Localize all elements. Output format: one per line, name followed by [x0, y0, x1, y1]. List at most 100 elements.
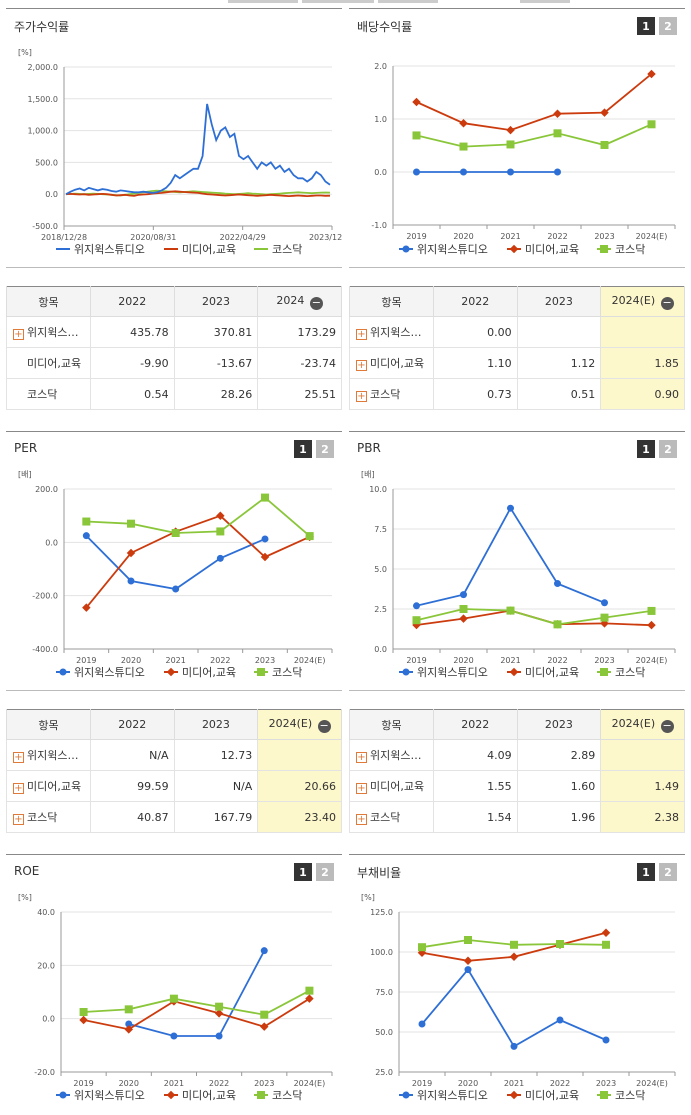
- table-row: + 위지윅스… 4.09 2.89: [349, 739, 685, 771]
- y-tick-label: 40.0: [37, 908, 55, 917]
- x-tick-label: 2021: [504, 1079, 524, 1088]
- col-header: 2024(E) −: [600, 286, 685, 317]
- expand-icon[interactable]: +: [13, 783, 24, 794]
- data-point: [464, 966, 472, 974]
- collapse-icon[interactable]: −: [309, 295, 323, 310]
- x-tick-label: 2022: [209, 1079, 229, 1088]
- legend-label: 위지윅스튜디오: [74, 1089, 145, 1102]
- unit-label: [%]: [361, 893, 375, 902]
- collapse-icon[interactable]: −: [660, 718, 674, 733]
- y-tick-label: 125.0: [370, 908, 393, 917]
- data-point: [600, 245, 608, 253]
- row-name: + 위지윅스…: [6, 316, 91, 348]
- view-2-button[interactable]: 2: [659, 863, 677, 881]
- view-2-button[interactable]: 2: [659, 17, 677, 35]
- y-tick-label: -20.0: [34, 1068, 55, 1077]
- view-toggle: 1 2: [294, 863, 334, 881]
- table-row: 미디어,교육 -9.90 -13.67 -23.74: [6, 347, 342, 379]
- col-header: 2024(E) −: [257, 709, 342, 740]
- data-point: [124, 1025, 133, 1034]
- expand-icon[interactable]: +: [13, 814, 24, 825]
- data-point: [257, 1091, 265, 1099]
- y-tick-label: 5.0: [374, 565, 387, 574]
- expand-icon[interactable]: +: [356, 360, 367, 371]
- row-name: + 미디어,교육: [349, 347, 434, 379]
- cell: 0.73: [432, 378, 518, 410]
- table-row: + 코스닥 40.87 167.79 23.40: [6, 801, 342, 833]
- data-point: [79, 1008, 88, 1016]
- y-tick-label: 0.0: [45, 538, 58, 547]
- cell: 435.78: [89, 316, 175, 348]
- x-tick-label: 2022: [210, 656, 230, 665]
- x-tick-label: 2021: [500, 656, 520, 665]
- data-point: [554, 580, 561, 588]
- series-line: [416, 608, 652, 626]
- data-point: [459, 142, 468, 151]
- debt-ratio-chart: [%] 125.0 100.0 75.0 50.0 25.0 2019 2020 2021 202…: [361, 893, 676, 1102]
- view-2-button[interactable]: 2: [316, 863, 334, 881]
- y-tick-label: -400.0: [32, 645, 58, 654]
- dividend-table: 항목 2022 2023 2024(E) − + 위지윅스… 0.00 + 미디어,…: [349, 286, 685, 410]
- y-tick-label: -500.0: [32, 222, 58, 231]
- data-point: [459, 118, 468, 128]
- data-point: [600, 613, 609, 622]
- expand-icon[interactable]: +: [356, 783, 367, 794]
- row-name: + 위지윅스…: [6, 739, 91, 771]
- data-point: [127, 577, 135, 585]
- collapse-icon[interactable]: −: [317, 718, 331, 733]
- table-row: + 위지윅스… 435.78 370.81 173.29: [6, 316, 342, 348]
- table-row: + 미디어,교육 1.10 1.12 1.85: [349, 347, 685, 379]
- data-point: [261, 535, 269, 543]
- row-label: 위지윅스…: [27, 326, 79, 339]
- legend-label: 코스닥: [272, 243, 302, 256]
- col-header: 2022: [432, 709, 518, 740]
- row-label: 미디어,교육: [370, 780, 425, 793]
- series-line: [128, 950, 266, 1037]
- data-point: [556, 1016, 564, 1024]
- view-1-button[interactable]: 1: [294, 863, 312, 881]
- col-header: 항목: [349, 709, 434, 740]
- col-header: 2022: [89, 709, 175, 740]
- data-point: [464, 936, 472, 944]
- cell: 2.38: [600, 801, 685, 833]
- data-point: [59, 668, 67, 676]
- view-1-button[interactable]: 1: [637, 17, 655, 35]
- expand-icon[interactable]: +: [356, 814, 367, 825]
- collapse-icon[interactable]: −: [660, 295, 674, 310]
- table-row: + 미디어,교육 1.55 1.60 1.49: [349, 770, 685, 802]
- unit-label: [%]: [18, 48, 32, 57]
- y-tick-label: 0.0: [374, 168, 387, 177]
- expand-icon[interactable]: +: [13, 329, 24, 340]
- data-point: [402, 1091, 410, 1099]
- roe-chart: [%] 40.0 20.0 0.0 -20.0 2019 2020 2021 2022 2023 2…: [18, 893, 333, 1102]
- panel-title: 부채비율: [357, 866, 402, 880]
- view-2-button[interactable]: 2: [316, 440, 334, 458]
- view-1-button[interactable]: 1: [294, 440, 312, 458]
- col-header: 항목: [349, 286, 434, 317]
- row-label: 미디어,교육: [27, 357, 82, 370]
- view-1-button[interactable]: 1: [637, 440, 655, 458]
- x-tick-label: 2019: [406, 232, 426, 241]
- cell: 173.29: [257, 316, 342, 348]
- series-line: [65, 103, 331, 195]
- panel-title: ROE: [14, 864, 40, 878]
- x-tick-label: 2020: [453, 656, 473, 665]
- view-toggle: 1 2: [294, 440, 334, 458]
- expand-icon[interactable]: +: [356, 752, 367, 763]
- table-row: + 미디어,교육 99.59 N/A 20.66: [6, 770, 342, 802]
- data-point: [509, 1090, 519, 1100]
- expand-icon[interactable]: +: [356, 391, 367, 402]
- expand-icon[interactable]: +: [13, 752, 24, 763]
- row-label: 위지윅스…: [27, 749, 79, 762]
- view-1-button[interactable]: 1: [637, 863, 655, 881]
- expand-icon[interactable]: +: [356, 329, 367, 340]
- view-2-button[interactable]: 2: [659, 440, 677, 458]
- col-header: 2022: [432, 286, 518, 317]
- x-tick-label: 2019: [76, 656, 96, 665]
- per-panel: PER 1 2 [배] 200.0 0.0 -200.0 -400.0 2019 2020 2…: [6, 431, 342, 691]
- data-point: [261, 493, 269, 502]
- data-point: [260, 552, 270, 562]
- table-row: + 코스닥 0.73 0.51 0.90: [349, 378, 685, 410]
- x-tick-label: 2020: [458, 1079, 478, 1088]
- y-tick-label: 0.0: [45, 190, 58, 199]
